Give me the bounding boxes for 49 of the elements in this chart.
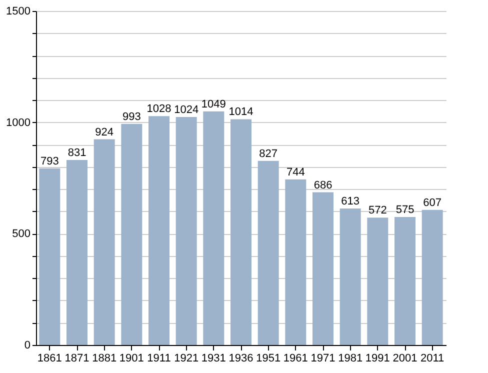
data-label: 1028 <box>146 103 172 116</box>
x-tick-label: 1981 <box>338 352 363 364</box>
data-label: 1049 <box>201 98 226 110</box>
data-label: 744 <box>286 166 305 178</box>
x-tick-label: 1921 <box>174 352 199 364</box>
x-tick-label: 1871 <box>64 352 90 364</box>
bar <box>312 192 334 345</box>
x-tick-label: 1991 <box>365 352 390 364</box>
x-tick-label: 1951 <box>256 352 281 364</box>
x-tick-label: 1911 <box>147 352 171 364</box>
bar <box>367 218 388 345</box>
data-label: 993 <box>122 110 141 123</box>
data-label: 831 <box>68 146 86 159</box>
y-tick-label: 0 <box>24 340 30 352</box>
bar <box>340 208 361 345</box>
data-label: 1014 <box>228 106 254 118</box>
bar <box>230 119 252 345</box>
bar <box>285 179 306 345</box>
data-label: 827 <box>259 148 278 160</box>
data-label: 686 <box>314 179 332 192</box>
bar <box>94 139 115 345</box>
x-tick-label: 1931 <box>201 352 226 364</box>
bar <box>258 160 279 345</box>
x-tick-label: 2011 <box>420 352 444 364</box>
x-tick-label: 1971 <box>310 352 336 364</box>
data-label: 793 <box>40 155 59 168</box>
x-tick-label: 1881 <box>92 352 117 364</box>
bar <box>39 168 60 345</box>
data-label: 607 <box>423 196 442 209</box>
data-label: 1024 <box>174 104 199 116</box>
data-label: 613 <box>341 196 360 208</box>
y-tick-label: 1500 <box>6 6 30 18</box>
x-tick-label: 1861 <box>37 352 62 364</box>
data-label: 924 <box>95 126 114 138</box>
data-label: 575 <box>396 204 414 216</box>
y-tick-label: 500 <box>12 228 30 240</box>
x-tick-label: 1901 <box>119 352 144 364</box>
x-tick-label: 2001 <box>392 352 418 364</box>
x-tick-label: 1961 <box>283 352 308 364</box>
x-tick-label: 1936 <box>228 352 254 364</box>
bar <box>203 111 224 345</box>
bar <box>148 116 170 345</box>
bar <box>66 160 88 345</box>
data-label: 572 <box>368 204 387 217</box>
bar <box>394 216 416 345</box>
y-tick-label: 1000 <box>6 116 30 129</box>
bar <box>121 124 142 345</box>
bar <box>422 210 443 345</box>
bar <box>176 116 197 345</box>
